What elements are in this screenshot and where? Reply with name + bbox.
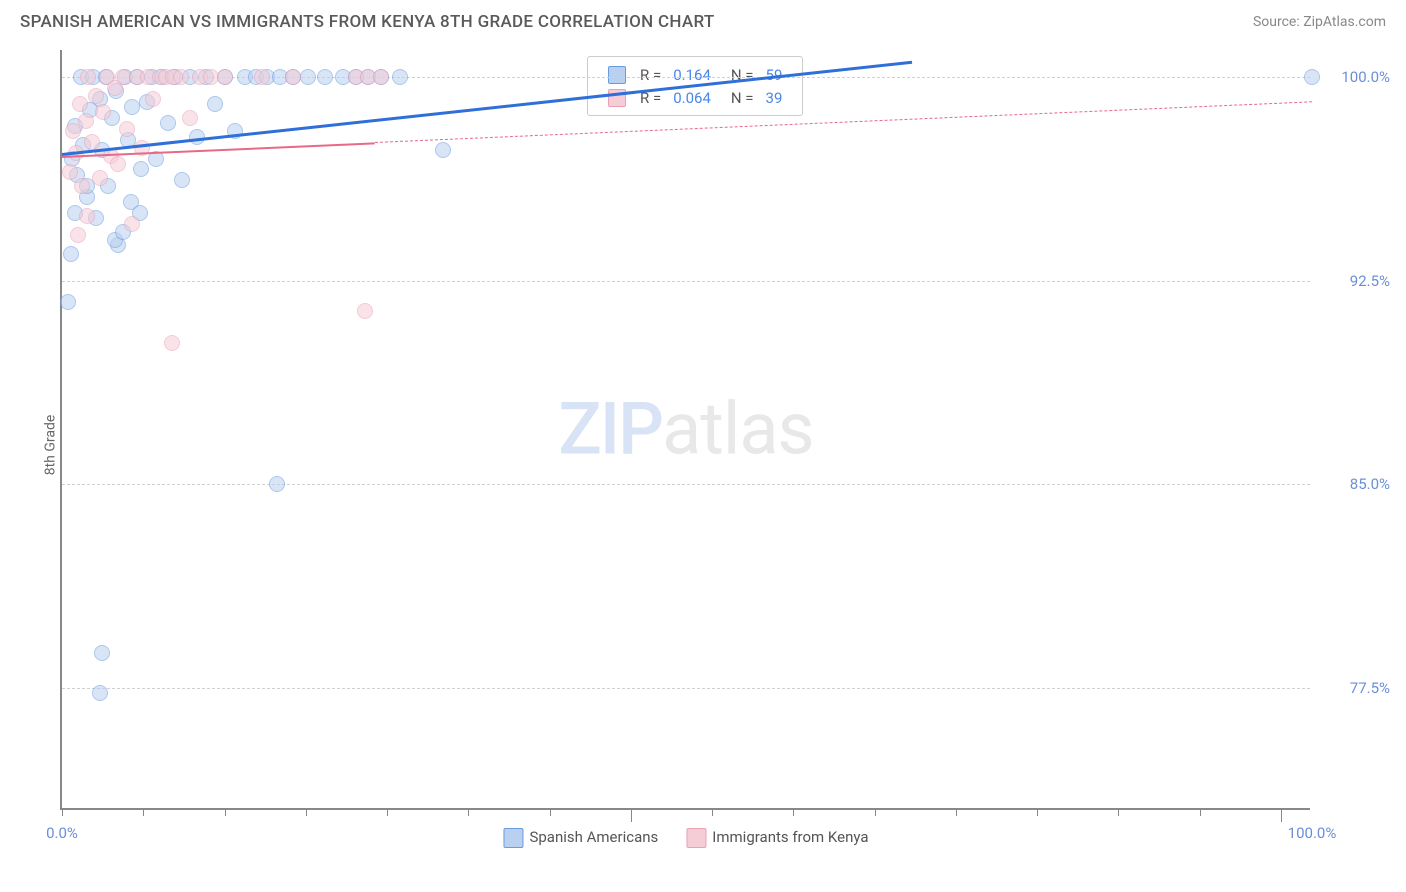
data-point xyxy=(79,208,95,224)
data-point xyxy=(160,115,176,131)
x-tick xyxy=(712,808,713,816)
data-point xyxy=(217,69,233,85)
x-tick xyxy=(550,808,551,816)
data-point xyxy=(119,121,135,137)
legend-label: Spanish Americans xyxy=(529,828,658,846)
chart-title: SPANISH AMERICAN VS IMMIGRANTS FROM KENY… xyxy=(20,12,715,32)
y-tick-label: 92.5% xyxy=(1320,272,1390,290)
gridline xyxy=(62,281,1310,282)
gridline xyxy=(62,688,1310,689)
data-point xyxy=(92,170,108,186)
x-tick-label: 0.0% xyxy=(46,824,78,842)
data-point xyxy=(94,645,110,661)
scatter-plot: ZIPatlas R =0.164N =59R =0.064N =39 Span… xyxy=(60,50,1310,810)
x-tick xyxy=(225,808,226,816)
legend-label: Immigrants from Kenya xyxy=(712,828,868,846)
data-point xyxy=(300,69,316,85)
data-point xyxy=(317,69,333,85)
header: SPANISH AMERICAN VS IMMIGRANTS FROM KENY… xyxy=(0,0,1406,40)
x-tick-major xyxy=(631,808,632,822)
data-point xyxy=(78,113,94,129)
data-point xyxy=(60,294,76,310)
y-tick-label: 85.0% xyxy=(1320,475,1390,493)
legend-swatch xyxy=(503,828,523,848)
data-point xyxy=(63,246,79,262)
y-tick-label: 100.0% xyxy=(1320,68,1390,86)
data-point xyxy=(74,178,90,194)
legend-swatch xyxy=(686,828,706,848)
x-tick xyxy=(956,808,957,816)
data-point xyxy=(164,335,180,351)
data-point xyxy=(72,96,88,112)
data-point xyxy=(435,142,451,158)
data-point xyxy=(124,216,140,232)
data-point xyxy=(70,227,86,243)
data-point xyxy=(207,96,223,112)
data-point xyxy=(174,172,190,188)
data-point xyxy=(110,156,126,172)
data-point xyxy=(62,164,78,180)
x-tick xyxy=(1118,808,1119,816)
data-point xyxy=(133,161,149,177)
legend-row: R =0.164N =59 xyxy=(602,63,788,86)
data-point xyxy=(88,88,104,104)
x-tick xyxy=(387,808,388,816)
data-point xyxy=(285,69,301,85)
legend-item: Spanish Americans xyxy=(503,828,658,848)
watermark: ZIPatlas xyxy=(558,387,813,472)
data-point xyxy=(124,99,140,115)
gridline xyxy=(62,484,1310,485)
data-point xyxy=(182,110,198,126)
source-label: Source: ZipAtlas.com xyxy=(1253,14,1386,30)
x-tick xyxy=(875,808,876,816)
legend-item: Immigrants from Kenya xyxy=(686,828,868,848)
y-axis-label: 8th Grade xyxy=(42,415,58,476)
data-point xyxy=(373,69,389,85)
x-tick xyxy=(62,808,63,816)
data-point xyxy=(392,69,408,85)
x-tick-label: 100.0% xyxy=(1288,824,1337,842)
data-point xyxy=(357,303,373,319)
data-point xyxy=(269,476,285,492)
data-point xyxy=(145,91,161,107)
x-tick xyxy=(793,808,794,816)
x-tick xyxy=(1037,808,1038,816)
y-tick-label: 77.5% xyxy=(1320,679,1390,697)
x-tick xyxy=(1200,808,1201,816)
x-tick xyxy=(468,808,469,816)
trend-line xyxy=(374,102,1312,144)
data-point xyxy=(92,685,108,701)
x-tick xyxy=(306,808,307,816)
x-tick-major xyxy=(1281,808,1282,822)
x-tick xyxy=(143,808,144,816)
data-point xyxy=(173,69,189,85)
data-point xyxy=(1304,69,1320,85)
chart-container: 8th Grade ZIPatlas R =0.164N =59R =0.064… xyxy=(50,50,1390,840)
legend-row: R =0.064N =39 xyxy=(602,86,788,109)
series-legend: Spanish Americans Immigrants from Kenya xyxy=(503,828,868,848)
